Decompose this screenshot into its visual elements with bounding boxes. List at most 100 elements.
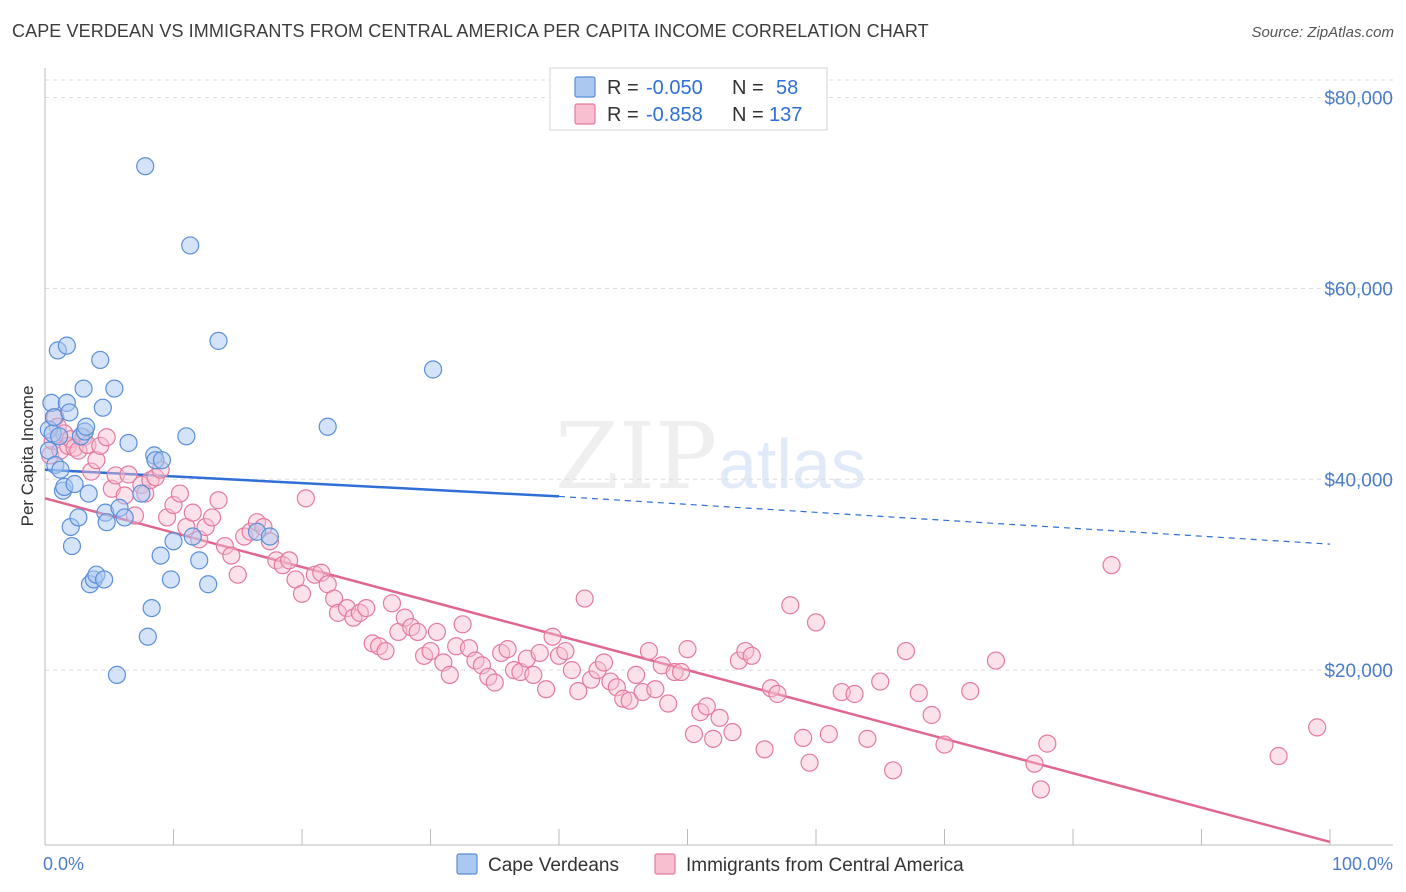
legend-box [549,67,828,131]
legend: R = -0.050 N = 58 R = -0.858 N = 137 [549,67,828,131]
point-central-america [357,598,376,618]
point-cape-verdean [74,379,93,398]
point-cape-verdean [199,575,218,594]
point-central-america [1031,780,1050,799]
point-cape-verdean [318,417,337,436]
x-tick-label-max: 100.0% [1332,854,1393,874]
point-cape-verdean [77,417,96,436]
point-cape-verdean [132,484,151,503]
point-central-america [504,661,524,680]
point-central-america [202,508,222,527]
point-central-america [922,705,941,725]
trend-line-cape-verdeans-extension [558,495,1331,545]
point-cape-verdean [142,598,161,618]
point-central-america [665,662,684,682]
point-central-america [312,563,331,582]
point-central-america [472,656,491,675]
point-central-america [562,661,581,680]
point-central-america [215,536,234,556]
point-central-america [530,643,549,663]
point-central-america [296,489,315,508]
point-central-america [382,594,402,613]
point-central-america [671,662,691,682]
point-central-america [1308,718,1327,737]
legend-r-value-2: -0.858 [646,104,703,126]
point-central-america [620,691,639,710]
point-central-america [845,684,864,704]
point-central-america [684,724,704,744]
point-cape-verdean [423,360,443,379]
point-central-america [408,622,427,642]
bottom-legend-label-1: Cape Verdeans [488,855,619,876]
point-central-america [222,546,241,565]
point-central-america [82,462,101,481]
chart-source: Source: ZipAtlas.com [1251,24,1394,41]
legend-n-label-1: N = [732,77,764,99]
point-central-america [209,491,228,510]
point-central-america [755,740,774,759]
legend-r-value-1: -0.050 [646,77,703,99]
point-central-america [588,661,607,680]
point-central-america [710,708,729,727]
point-central-america [292,584,312,603]
point-central-america [395,608,414,627]
point-central-america [1038,734,1057,753]
point-central-america [569,682,588,701]
point-central-america [594,653,614,672]
point-central-america [819,724,838,744]
point-central-america [97,428,116,447]
point-central-america [1025,754,1044,773]
point-cape-verdean [115,508,134,527]
point-central-america [678,640,697,659]
point-central-america [164,495,183,515]
point-cape-verdean [91,350,110,370]
point-central-america [986,651,1006,670]
point-central-america [325,589,344,608]
point-central-america [575,589,594,608]
point-central-america [106,466,125,485]
point-cape-verdean [79,484,98,503]
legend-n-value-2: 137 [769,104,802,126]
point-cape-verdean [69,508,88,527]
point-central-america [858,729,877,748]
point-central-america [909,683,928,703]
legend-swatch-blue [574,76,596,98]
point-central-america [1102,556,1121,575]
point-central-america [646,680,665,699]
point-central-america [704,729,723,748]
point-central-america [794,728,813,747]
point-cape-verdean [183,527,202,546]
gridlines [45,79,1393,671]
point-central-america [524,665,543,684]
point-cape-verdean [62,536,82,556]
point-central-america [543,627,562,646]
point-central-america [607,678,626,697]
point-central-america [498,640,517,659]
y-tick-label: $60,000 [1324,279,1393,300]
bottom-legend: Cape Verdeans Immigrants from Central Am… [456,853,964,876]
bottom-legend-swatch-blue [456,853,478,875]
point-central-america [170,484,190,503]
y-axis-label: Per Capita Income [18,386,37,527]
point-cape-verdean [151,546,170,565]
point-central-america [742,646,761,665]
point-central-america [485,673,504,692]
point-cape-verdean [95,570,114,589]
point-cape-verdean [93,398,112,417]
point-central-america [228,565,247,584]
y-tick-label: $20,000 [1324,661,1393,682]
point-central-america [376,641,395,661]
point-cape-verdean [65,474,84,494]
point-cape-verdean [161,570,181,589]
legend-swatch-pink [574,103,596,125]
point-cape-verdean [107,665,127,684]
point-central-america [871,672,890,691]
point-central-america [806,613,826,632]
y-tick-label: $80,000 [1324,89,1393,110]
series-cape-verdeans-points [39,157,443,684]
bottom-legend-swatch-pink [654,853,676,875]
legend-r-label-1: R = [607,77,639,99]
legend-n-label-2: N = [732,104,764,126]
point-central-america [883,761,903,780]
